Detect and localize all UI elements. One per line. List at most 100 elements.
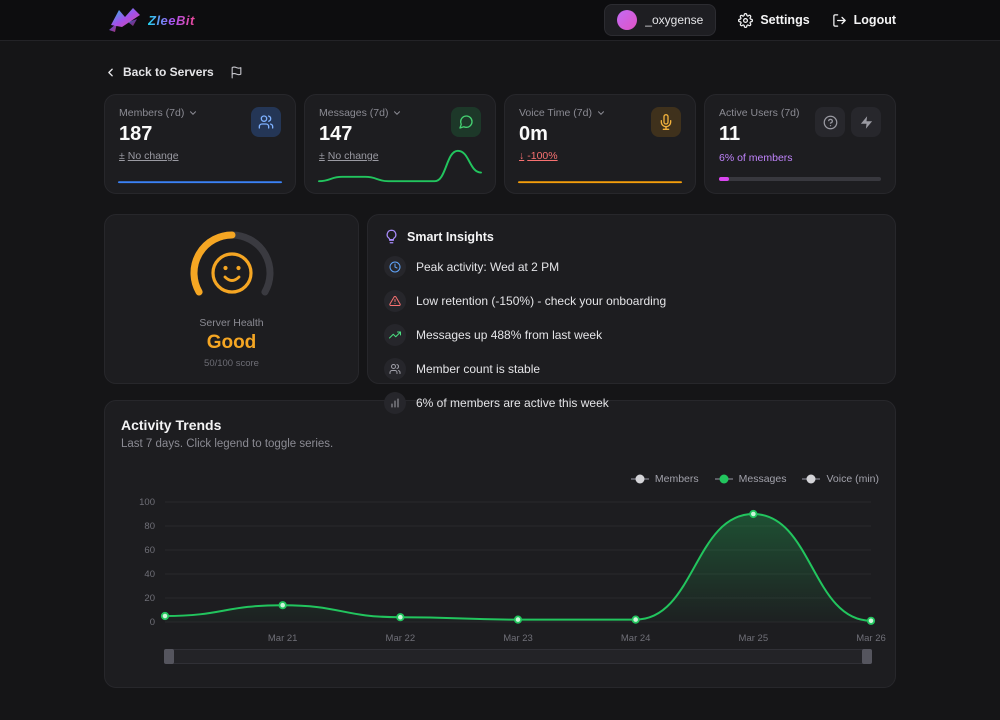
logout-icon [832,13,846,27]
svg-text:40: 40 [144,569,155,580]
user-menu[interactable]: _oxygense [604,4,717,36]
bar-chart-icon [384,392,406,414]
back-to-servers-link[interactable]: Back to Servers [104,65,214,79]
chevron-left-icon [108,68,113,76]
legend-marker [802,474,821,484]
lightning-icon [860,115,872,129]
smart-insights-card: Smart Insights Peak activity: Wed at 2 P… [367,214,896,414]
chart-title: Activity Trends [121,417,222,433]
legend-messages[interactable]: Messages [714,472,786,486]
navbar: ZleeBit _oxygense Settings Logout [0,0,1000,41]
svg-text:80: 80 [144,521,155,532]
back-label: Back to Servers [123,65,214,79]
brand-logo[interactable]: ZleeBit [104,4,195,36]
svg-text:Mar 22: Mar 22 [386,633,416,644]
legend-marker [630,474,649,484]
boost-button[interactable] [851,107,881,137]
messages-sparkline [318,149,482,183]
users-icon [251,107,281,137]
username: _oxygense [645,13,704,27]
svg-text:Mar 25: Mar 25 [739,633,769,644]
voice-period-dropdown[interactable]: Voice Time (7d) [519,107,606,119]
stat-card-members: Members (7d) 187 ± No change [104,94,296,194]
messages-delta-link[interactable]: ± No change [319,150,379,162]
logout-label: Logout [853,13,896,27]
insight-item: Low retention (-150%) - check your onboa… [384,290,879,312]
settings-button[interactable]: Settings [738,12,810,28]
server-health-gauge [190,231,273,296]
health-status: Good [206,332,257,353]
active-users-title: Active Users (7d) [719,107,800,119]
chevron-down-icon [394,111,401,115]
logout-button[interactable]: Logout [832,13,896,28]
settings-label: Settings [760,13,810,27]
svg-text:Mar 21: Mar 21 [268,633,298,644]
chart-subtitle: Last 7 days. Click legend to toggle seri… [121,438,334,450]
voice-delta-link[interactable]: ↓ -100% [519,150,558,162]
messages-value: 147 [319,123,353,145]
legend-marker [714,474,733,484]
voice-value: 0m [519,123,548,145]
members-value: 187 [119,123,153,145]
stat-card-messages: Messages (7d) 147 ± No change [304,94,496,194]
members-sparkline [118,181,282,184]
health-label: Server Health [199,317,264,329]
flag-icon [231,66,242,78]
svg-text:Mar 24: Mar 24 [621,633,651,644]
alert-triangle-icon [384,290,406,312]
range-handle-right[interactable] [862,649,872,664]
members-period-dropdown[interactable]: Members (7d) [119,107,198,119]
help-circle-icon [823,115,837,129]
activity-trends-card: Activity Trends Last 7 days. Click legen… [104,400,896,688]
brand-beast-icon [109,8,140,32]
chevron-down-icon [190,111,197,115]
flag-button[interactable] [230,66,243,79]
smiley-icon [210,252,253,294]
messages-period-dropdown[interactable]: Messages (7d) [319,107,402,119]
chevron-down-icon [597,111,604,115]
messages-title: Messages (7d) [319,107,389,119]
members-delta-link[interactable]: ± No change [119,150,179,162]
delta-neutral-icon: ± [319,150,325,162]
delta-neutral-icon: ± [119,150,125,162]
lightbulb-icon [386,229,397,244]
stats-row: Members (7d) 187 ± No change Messages (7… [104,94,896,194]
breadcrumb: Back to Servers [104,65,896,79]
users-icon [384,358,406,380]
gear-icon [738,12,754,28]
arrow-down-icon: ↓ [519,150,525,162]
insight-item: Member count is stable [384,358,879,380]
chat-bubble-icon [451,107,481,137]
members-title: Members (7d) [119,107,185,119]
stat-card-voice: Voice Time (7d) 0m ↓ -100% [504,94,696,194]
svg-text:60: 60 [144,545,155,556]
legend-members[interactable]: Members [630,472,699,486]
chart-range-slider[interactable] [164,649,872,664]
help-button[interactable] [815,107,845,137]
voice-sparkline [518,181,682,184]
voice-title: Voice Time (7d) [519,107,592,119]
microphone-icon [651,107,681,137]
range-handle-left[interactable] [164,649,174,664]
active-users-progress [719,177,881,181]
svg-text:100: 100 [139,497,155,508]
active-users-subtext: 6% of members [719,152,793,164]
progress-fill [719,177,729,181]
avatar [617,10,638,30]
insight-item: 6% of members are active this week [384,392,879,414]
health-score: 50/100 score [204,358,259,369]
stat-card-active-users: Active Users (7d) 11 6% of members [704,94,896,194]
brand-name: ZleeBit [148,12,195,28]
legend-voice[interactable]: Voice (min) [802,472,879,486]
insights-title: Smart Insights [407,229,494,244]
activity-chart[interactable]: 0 20 40 60 80 100 Mar 21 Mar 22 Mar 23 Mar 24 Mar … [121,494,886,646]
active-users-value: 11 [719,123,741,145]
server-health-card: Server Health Good 50/100 score [104,214,359,384]
insight-item: Messages up 488% from last week [384,324,879,346]
svg-text:Mar 23: Mar 23 [503,633,533,644]
chart-legend: Members Messages Voice (min) [121,472,879,486]
svg-text:20: 20 [144,593,155,604]
clock-icon [384,256,406,278]
svg-text:0: 0 [150,617,155,628]
trending-up-icon [384,324,406,346]
